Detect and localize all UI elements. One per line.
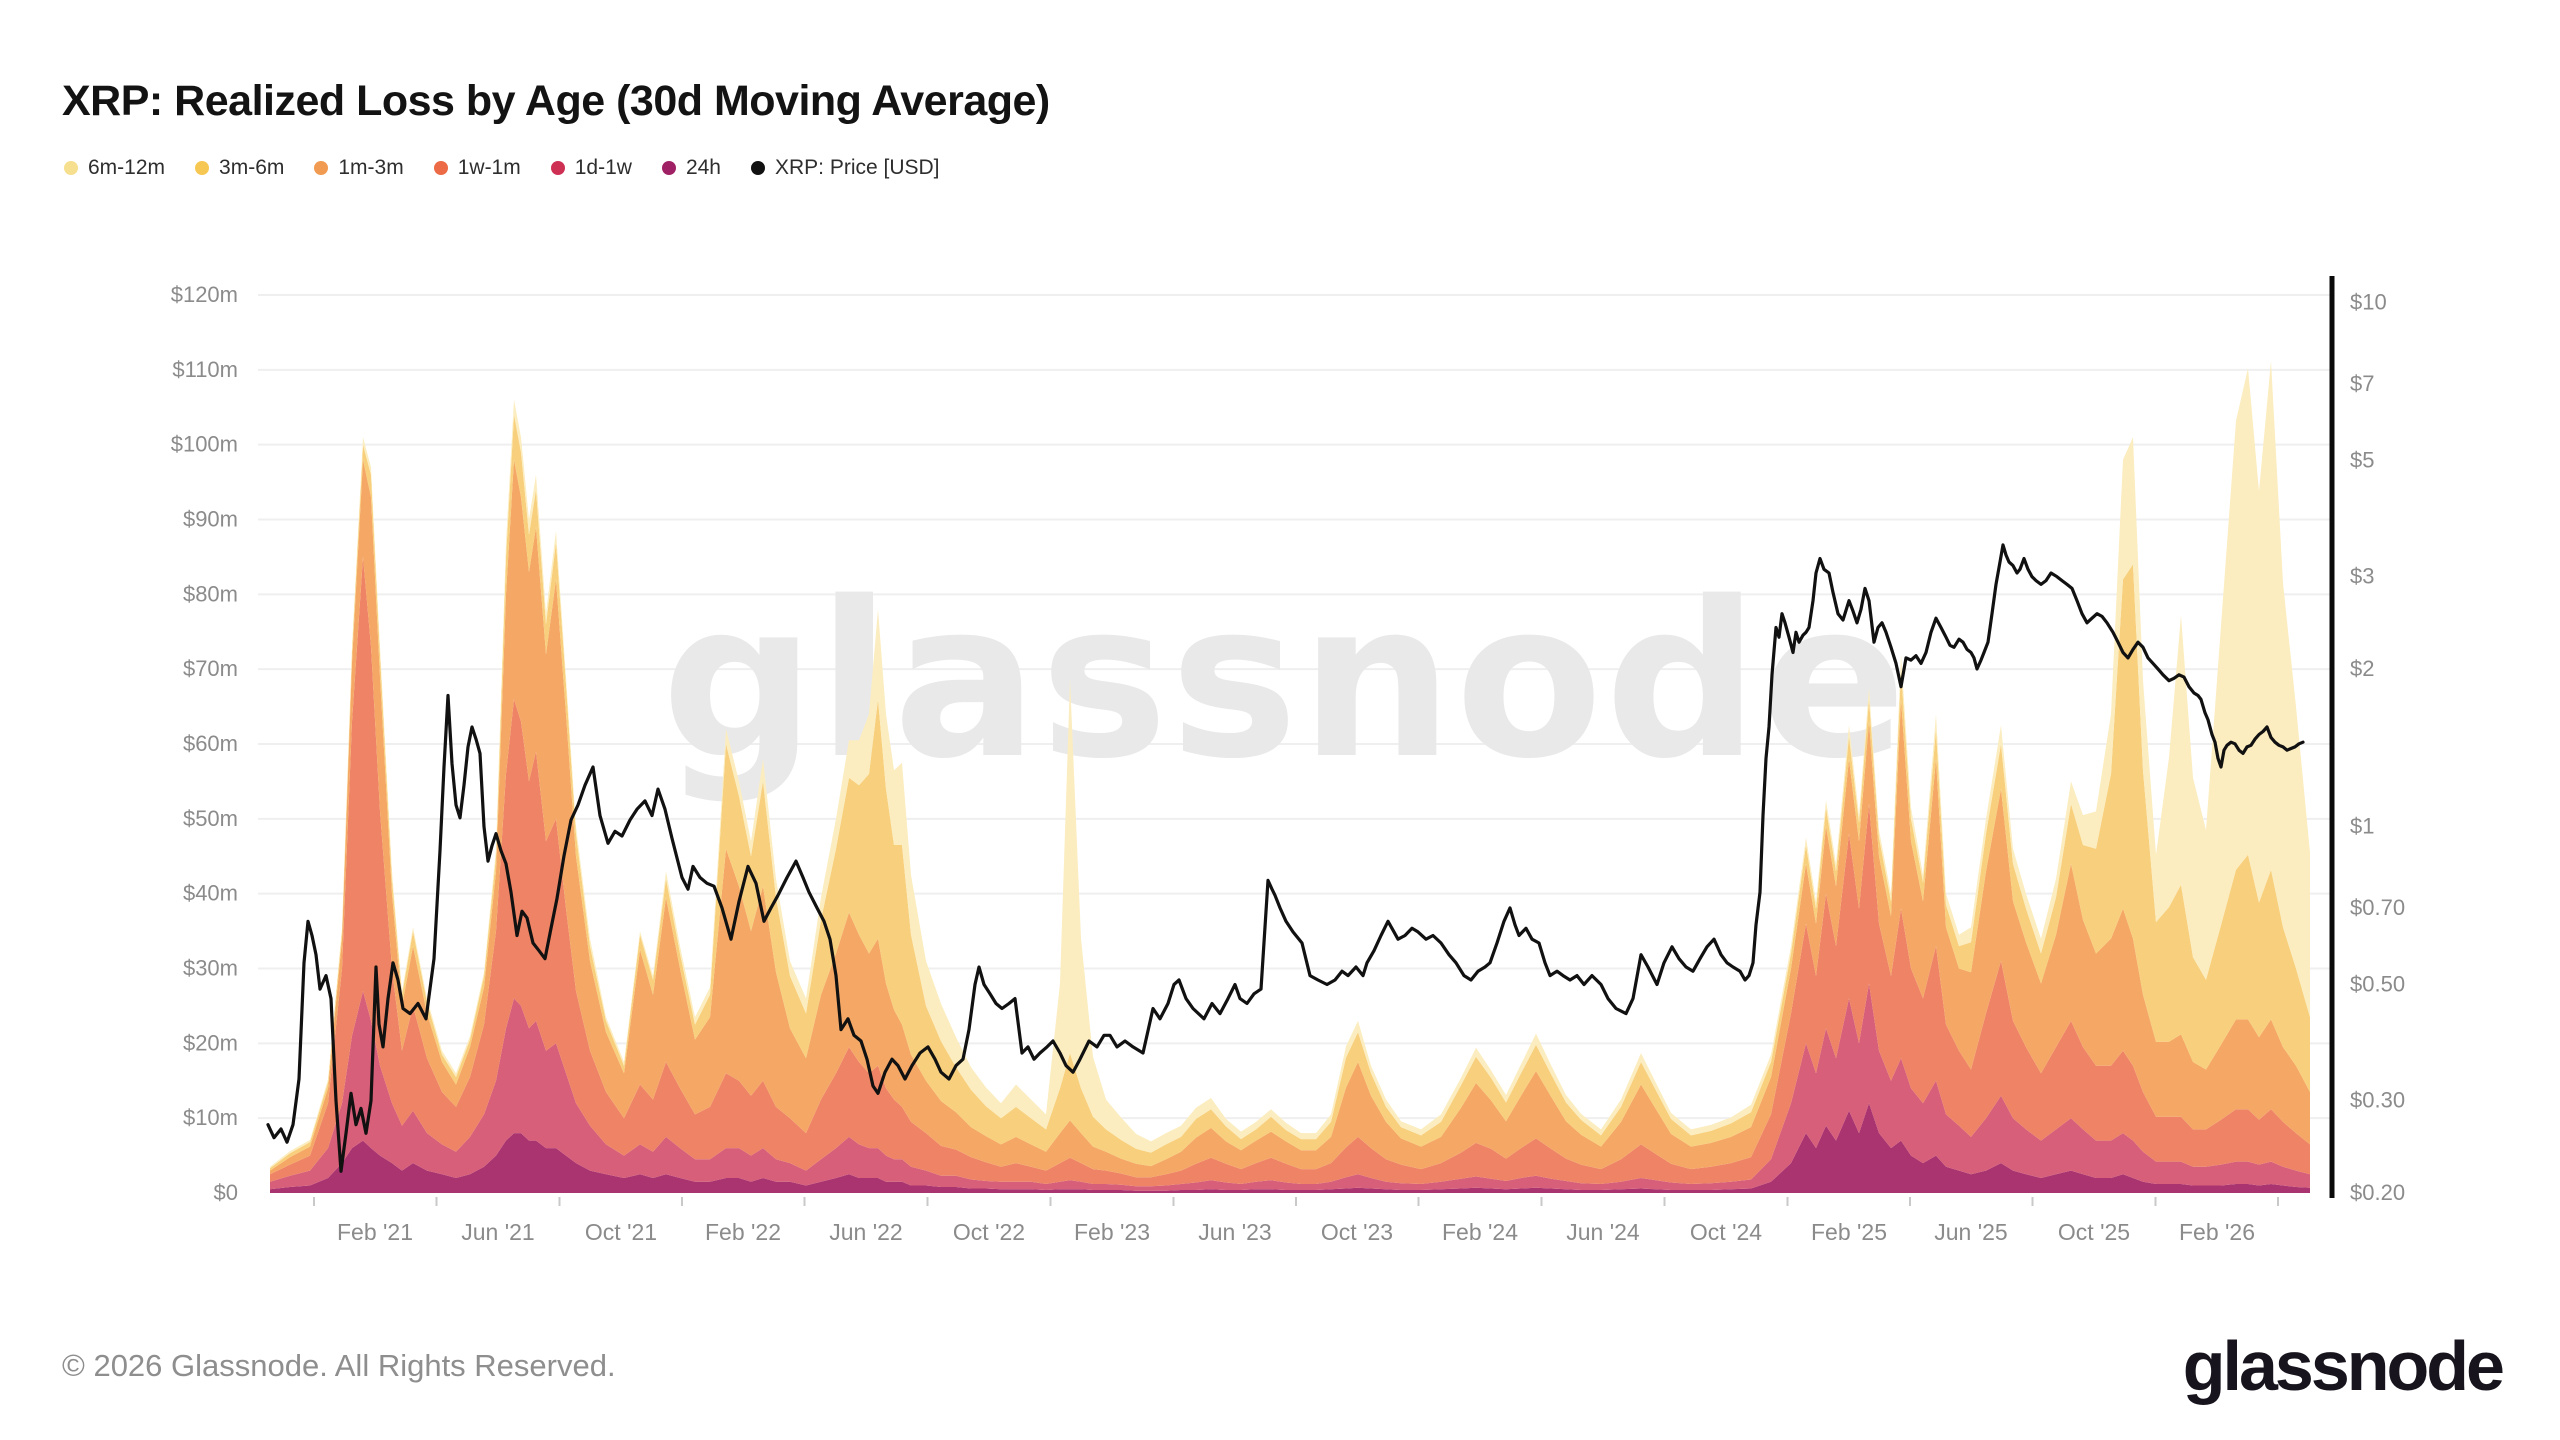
left-axis-label: $10m [183,1105,238,1130]
legend-color-dot [314,161,329,175]
legend-item-1d-1w[interactable]: 1d-1w [550,156,632,180]
right-axis-label: $3 [2350,564,2374,589]
band-3m-6m [270,414,2310,1171]
legend-item-xrp-price-usd-[interactable]: XRP: Price [USD] [750,156,940,180]
left-axis-label: $90m [183,507,238,532]
copyright-text: © 2026 Glassnode. All Rights Reserved. [62,1348,616,1383]
band-24h [270,1103,2310,1193]
x-axis-label: Feb '25 [1811,1219,1887,1245]
band-1m-3m [270,459,2310,1178]
legend-color-dot [750,161,765,175]
x-axis-label: Oct '21 [585,1219,657,1245]
legend-item-label: 1w-1m [457,156,521,179]
x-axis-label: Jun '24 [1566,1219,1640,1245]
left-axis-label: $50m [183,806,238,831]
right-axis-label: $0.20 [2350,1180,2405,1205]
x-axis-label: Jun '23 [1198,1219,1271,1245]
x-axis-label: Jun '25 [1934,1219,2007,1245]
legend-item-label: 1m-3m [338,156,404,179]
x-axis-label: Feb '21 [337,1219,413,1245]
page-title: XRP: Realized Loss by Age (30d Moving Av… [62,76,1050,125]
legend-color-dot [64,161,78,175]
right-axis-label: $2 [2350,656,2374,681]
legend-item-label: 24h [685,156,721,179]
right-axis-label: $7 [2350,371,2374,396]
right-axis-label: $10 [2350,290,2387,315]
legend-item-24h[interactable]: 24h [661,156,721,180]
x-axis-label: Oct '22 [953,1219,1025,1245]
band-1d-1w [270,983,2310,1191]
right-axis-label: $5 [2350,447,2374,472]
left-axis-label: $60m [183,731,238,756]
legend-item-label: 1d-1w [574,156,632,179]
x-axis-label: Jun '22 [829,1219,902,1245]
left-axis-label: $40m [183,881,238,906]
x-axis-label: Oct '24 [1690,1219,1762,1245]
left-axis-label: $30m [183,956,238,981]
legend-item-label: XRP: Price [USD] [774,156,940,179]
legend-item-label: 6m-12m [88,156,166,179]
x-axis-label: Oct '23 [1321,1219,1393,1245]
left-axis-label: $70m [183,656,238,681]
legend-color-dot [433,161,448,175]
legend-color-dot [661,161,676,175]
band-1w-1m [270,556,2310,1187]
x-axis-label: Feb '23 [1074,1219,1150,1245]
xrp-price-line [266,543,2305,1173]
right-axis-label: $0.30 [2350,1088,2405,1113]
legend-color-dot [195,161,210,175]
legend-item-1m-3m[interactable]: 1m-3m [314,156,404,180]
legend-item-1w-1m[interactable]: 1w-1m [433,156,521,180]
x-axis-label: Oct '25 [2058,1219,2130,1245]
glassnode-logo[interactable]: glassnode [2182,1327,2505,1405]
legend-item-6m-12m[interactable]: 6m-12m [64,156,165,180]
chart-legend: 6m-12m 3m-6m 1m-3m 1w-1m 1d-1w 24h XRP: Price … [64,156,970,180]
legend-item-label: 3m-6m [219,156,285,179]
right-axis-label: $0.50 [2350,971,2405,996]
right-axis-label: $1 [2350,814,2374,839]
left-axis-label: $0 [214,1180,238,1205]
right-axis-label: $0.70 [2350,895,2405,920]
legend-item-3m-6m[interactable]: 3m-6m [195,156,284,180]
left-axis-label: $100m [171,432,238,457]
left-axis-label: $110m [172,357,238,382]
x-axis-label: Feb '24 [1442,1219,1518,1245]
left-axis-label: $20m [183,1030,238,1055]
x-axis-label: Feb '26 [2179,1219,2255,1245]
left-axis-label: $120m [171,282,238,307]
left-axis-label: $80m [183,581,238,606]
legend-color-dot [550,161,565,175]
x-axis-label: Feb '22 [705,1219,781,1245]
x-axis-label: Jun '21 [461,1219,534,1245]
